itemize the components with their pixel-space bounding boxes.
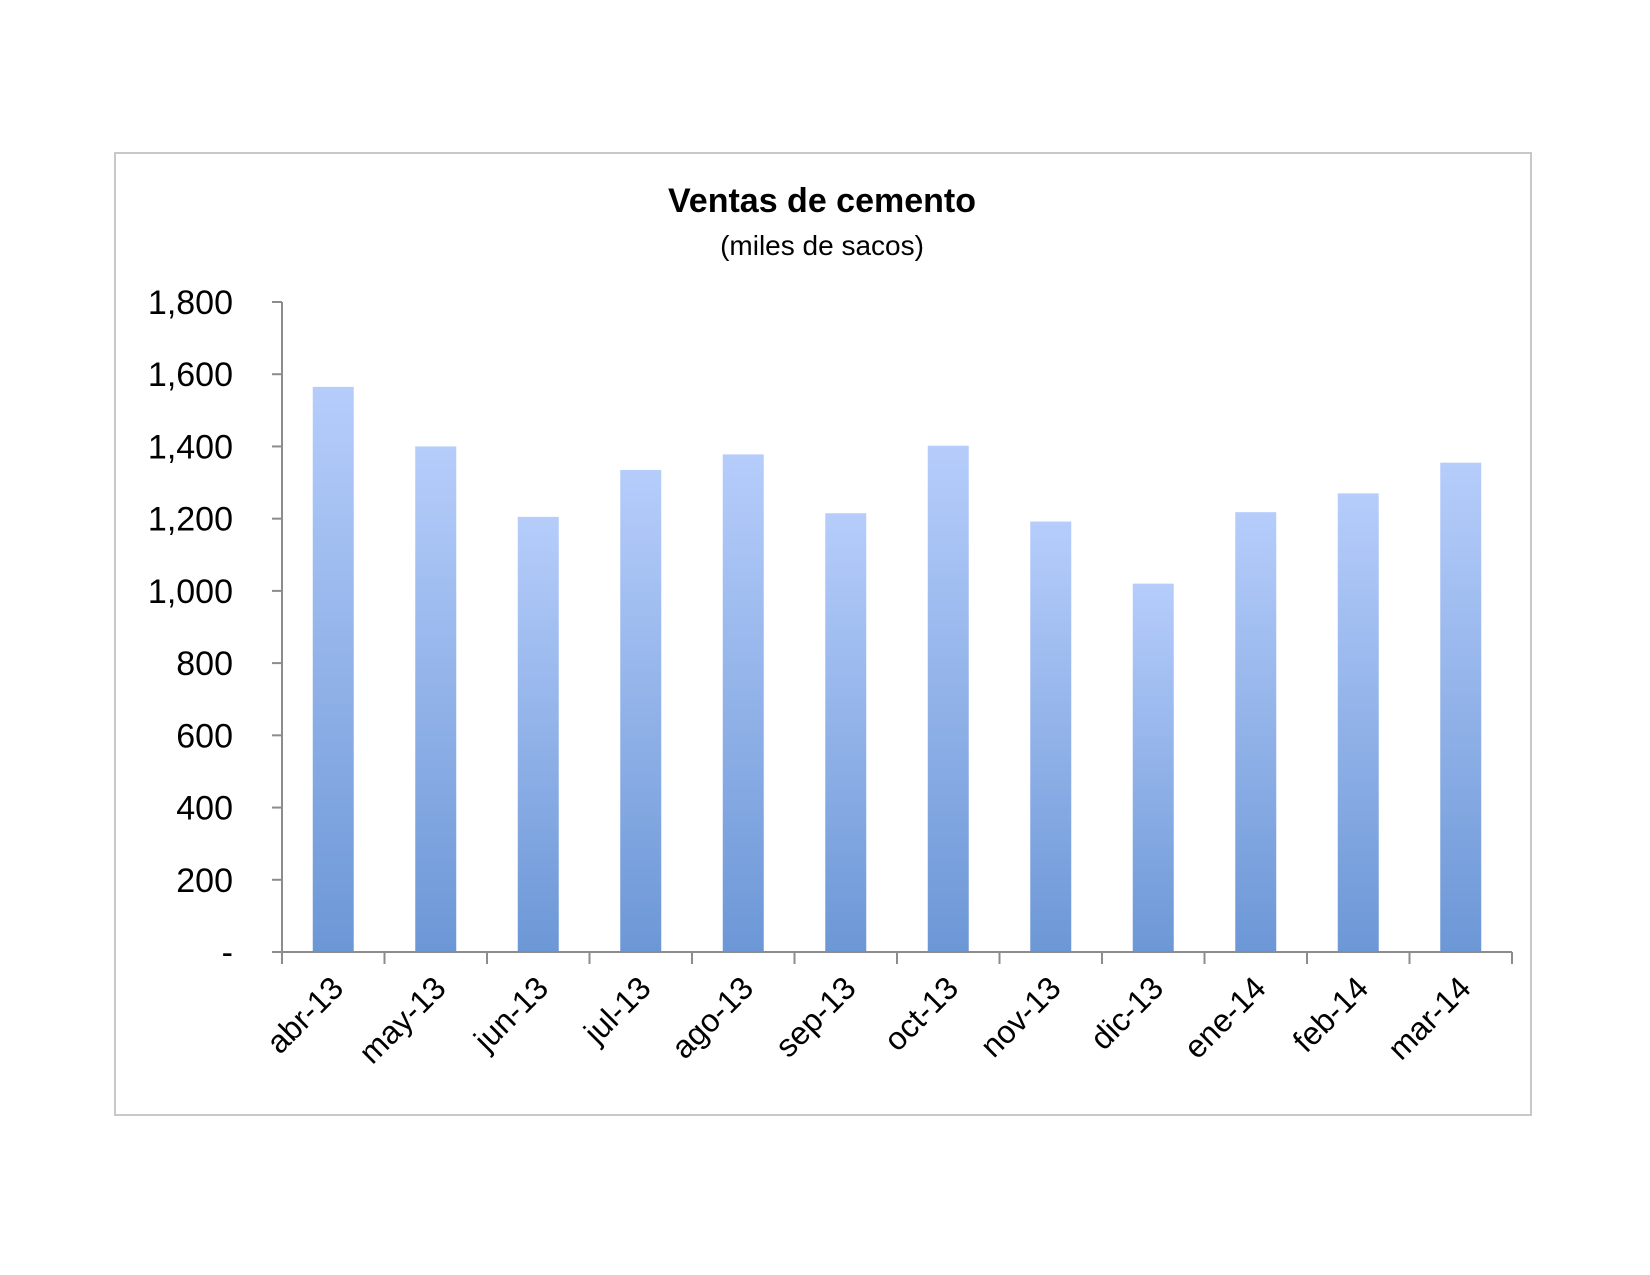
x-tick-label: jul-13 xyxy=(576,969,658,1051)
y-tick-labels: - 200 400 600 800 1,000 1,200 1,400 1,600 1,800 xyxy=(148,284,233,972)
axes-group xyxy=(272,301,1513,964)
y-tick-label: 1,800 xyxy=(148,284,233,322)
bar-abr-13 xyxy=(312,386,354,953)
y-tick-label: 800 xyxy=(176,645,233,683)
bar-nov-13 xyxy=(1030,521,1072,952)
y-tick-label: 1,200 xyxy=(148,501,233,539)
y-tick-label: 1,400 xyxy=(148,428,233,466)
x-tick-label: oct-13 xyxy=(877,969,965,1057)
x-tick-label: ago-13 xyxy=(664,969,760,1065)
bar-jul-13 xyxy=(620,469,662,952)
x-tick-label: abr-13 xyxy=(259,969,350,1060)
bar-may-13 xyxy=(415,446,457,952)
x-tick-label: nov-13 xyxy=(973,969,1068,1064)
x-tick-label: sep-13 xyxy=(768,969,863,1064)
bar-oct-13 xyxy=(927,445,969,952)
bar-dic-13 xyxy=(1132,583,1174,952)
y-tick-label: 200 xyxy=(176,862,233,900)
bar-ene-14 xyxy=(1235,512,1277,952)
y-tick-label: - xyxy=(222,934,233,972)
x-tick-label: feb-14 xyxy=(1286,969,1376,1059)
x-tick-label: mar-14 xyxy=(1381,969,1478,1066)
y-tick-label: 1,000 xyxy=(148,573,233,611)
x-tick-labels: abr-13 may-13 jun-13 jul-13 ago-13 sep-13 oct-… xyxy=(259,969,1477,1070)
x-tick-label: jun-13 xyxy=(466,969,555,1058)
bars-group xyxy=(312,386,1482,953)
x-tick-label: ene-14 xyxy=(1177,969,1273,1065)
bar-jun-13 xyxy=(517,516,559,952)
chart-subtitle: (miles de sacos) xyxy=(720,230,924,261)
x-tick-label: dic-13 xyxy=(1083,969,1170,1056)
chart-title: Ventas de cemento xyxy=(668,182,976,220)
x-tick-label: may-13 xyxy=(352,969,453,1070)
y-tick-label: 1,600 xyxy=(148,356,233,394)
bar-ago-13 xyxy=(722,454,764,952)
y-tick-label: 600 xyxy=(176,717,233,755)
bar-mar-14 xyxy=(1440,462,1482,952)
bar-sep-13 xyxy=(825,513,867,952)
y-tick-label: 400 xyxy=(176,790,233,828)
bar-feb-14 xyxy=(1337,493,1379,952)
